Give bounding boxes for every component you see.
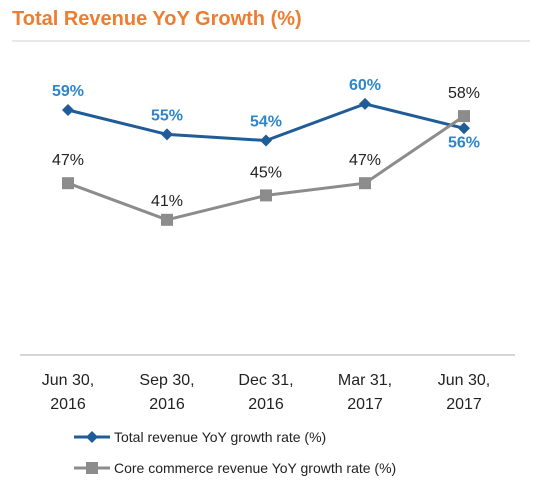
legend-label: Total revenue YoY growth rate (%) xyxy=(114,429,326,445)
x-tick-label: 2016 xyxy=(149,396,185,413)
x-tick-label: 2016 xyxy=(50,396,86,413)
data-label: 55% xyxy=(151,107,183,124)
data-label: 56% xyxy=(448,134,480,151)
x-tick-label: 2017 xyxy=(347,396,383,413)
data-point-square xyxy=(260,189,272,202)
x-tick-label: Jun 30, xyxy=(438,372,490,389)
legend-label: Core commerce revenue YoY growth rate (%… xyxy=(114,460,396,476)
data-point-diamond xyxy=(260,134,272,147)
x-tick-label: Mar 31, xyxy=(338,372,392,389)
data-label: 47% xyxy=(52,152,84,169)
data-label: 54% xyxy=(250,114,282,131)
x-tick-label: Dec 31, xyxy=(238,372,293,389)
data-point-square xyxy=(62,177,74,190)
data-label: 58% xyxy=(448,85,480,102)
data-point-square xyxy=(359,177,371,190)
data-point-square xyxy=(161,213,173,226)
data-point-diamond xyxy=(359,97,371,110)
x-tick-label: 2017 xyxy=(446,396,482,413)
legend-marker-diamond xyxy=(86,431,98,443)
x-tick-label: Jun 30, xyxy=(42,372,94,389)
data-point-diamond xyxy=(458,122,470,135)
data-label: 41% xyxy=(151,193,183,210)
title-divider xyxy=(12,40,530,42)
data-label: 47% xyxy=(349,152,381,169)
x-tick-label: Sep 30, xyxy=(139,372,194,389)
data-point-square xyxy=(458,110,470,123)
data-label: 60% xyxy=(349,77,381,94)
data-point-diamond xyxy=(62,104,74,116)
data-label: 45% xyxy=(250,164,282,181)
chart-title: Total Revenue YoY Growth (%) xyxy=(12,8,302,30)
x-tick-label: 2016 xyxy=(248,396,284,413)
data-point-diamond xyxy=(161,128,173,141)
data-label: 59% xyxy=(52,83,84,100)
legend-marker-square xyxy=(86,462,98,474)
